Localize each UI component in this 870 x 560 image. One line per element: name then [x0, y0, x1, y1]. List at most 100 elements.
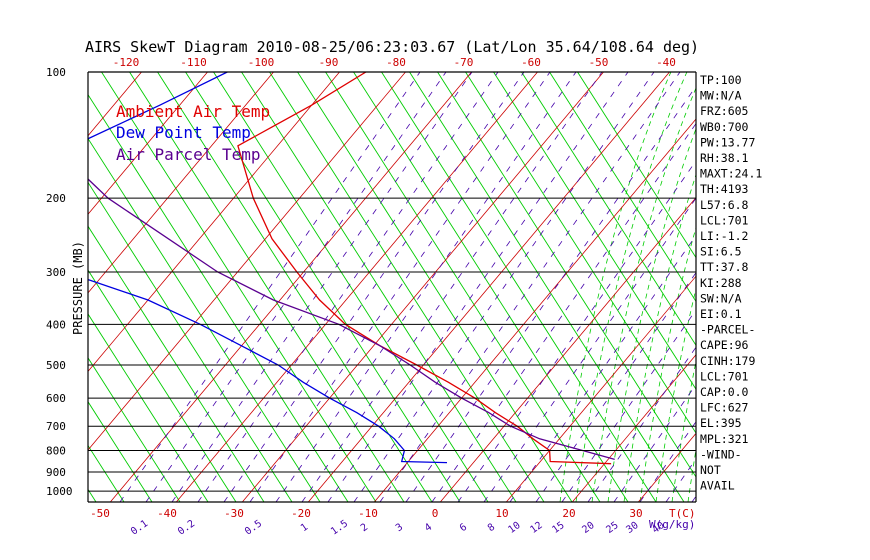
dewpoint-temp-line	[88, 72, 448, 464]
dry-adiabat-line	[100, 72, 377, 502]
mixing-ratio-tick-label: 25	[604, 520, 620, 536]
mixing-ratio-line	[275, 72, 577, 502]
dry-adiabat-line	[268, 72, 545, 502]
mixing-ratio-line	[327, 72, 629, 502]
dry-adiabat-line	[88, 93, 349, 502]
mixing-ratio-tick-label: 2	[359, 522, 370, 534]
bottom-temp-tick-label: -30	[224, 507, 244, 520]
mixing-ratio-tick-label: 0.1	[129, 518, 150, 537]
dry-adiabat-line	[88, 313, 209, 502]
dry-adiabat-line	[324, 72, 601, 502]
isotherm-line	[0, 72, 10, 502]
moist-adiabat-line	[639, 226, 696, 502]
stat-item: LI:-1.2	[700, 229, 748, 243]
mixing-ratio-line	[770, 72, 870, 502]
stat-item: FRZ:605	[700, 104, 748, 118]
chart-title: AIRS SkewT Diagram 2010-08-25/06:23:03.6…	[85, 38, 699, 56]
top-temp-tick-label: -70	[454, 56, 474, 69]
pressure-tick-label: 400	[46, 318, 66, 331]
stat-item: EI:0.1	[700, 307, 742, 321]
mixing-ratio-tick-label: 30	[624, 520, 640, 536]
dry-adiabat-line	[492, 72, 696, 391]
bottom-temp-tick-label: -50	[90, 507, 110, 520]
mixing-ratio-line	[119, 72, 421, 502]
isotherm-line	[176, 72, 538, 502]
isotherm-line	[770, 72, 870, 502]
x-axis-label: T(C)	[669, 507, 696, 520]
dry-adiabat-line	[240, 72, 517, 502]
isotherm-line	[242, 72, 604, 502]
mixing-ratio-line	[171, 72, 473, 502]
stat-item: NOT	[700, 463, 721, 477]
mixing-ratio-line	[431, 122, 696, 502]
stat-item: MW:N/A	[700, 89, 742, 103]
mixing-axis-label: W(g/kg)	[649, 518, 695, 531]
top-temp-tick-label: -40	[656, 56, 676, 69]
mixing-ratio-line	[796, 72, 870, 502]
stat-item: RH:38.1	[700, 151, 749, 165]
isotherm-line	[572, 354, 696, 502]
dry-adiabat-line	[576, 72, 696, 259]
dry-adiabat-line	[88, 400, 153, 502]
stat-item: MPL:321	[700, 432, 749, 446]
isotherm-line	[374, 118, 696, 502]
stat-item: EL:395	[700, 416, 742, 430]
dry-adiabat-line	[0, 32, 40, 502]
stat-item: -PARCEL-	[700, 323, 755, 337]
moist-adiabat-line	[575, 72, 688, 502]
pressure-tick-label: 900	[46, 466, 66, 479]
mixing-ratio-line	[509, 234, 696, 502]
bottom-temp-tick-label: 20	[562, 507, 575, 520]
moist-adiabat-line	[559, 72, 672, 502]
dry-adiabat-line	[520, 72, 696, 347]
isotherm-line	[110, 72, 472, 502]
pressure-tick-label: 800	[46, 445, 66, 458]
stat-item: CAP:0.0	[700, 385, 749, 399]
legend-ambient: Ambient Air Temp	[116, 102, 270, 121]
top-temp-tick-label: -60	[521, 56, 541, 69]
pressure-tick-label: 500	[46, 359, 66, 372]
mixing-ratio-line	[405, 85, 696, 502]
top-temp-tick-label: -50	[589, 56, 609, 69]
legend-dewpoint: Dew Point Temp	[116, 123, 251, 142]
isotherm-line	[88, 72, 208, 215]
top-temp-tick-label: -90	[319, 56, 339, 69]
mixing-ratio-line	[353, 72, 655, 502]
isotherm-line	[308, 72, 670, 502]
stat-item: SI:6.5	[700, 245, 742, 259]
dry-adiabat-line	[88, 357, 181, 502]
mixing-ratio-tick-label: 3	[394, 522, 405, 534]
stat-item: TH:4193	[700, 182, 749, 196]
mixing-ratio-tick-label: 15	[550, 520, 566, 536]
dry-adiabat-line	[436, 72, 696, 478]
mixing-ratio-line	[848, 72, 870, 502]
y-axis-label: PRESSURE (MB)	[71, 241, 85, 335]
dry-adiabat-line	[88, 269, 237, 502]
pressure-tick-label: 600	[46, 392, 66, 405]
top-temp-tick-label: -100	[248, 56, 275, 69]
bottom-temp-tick-label: 30	[629, 507, 642, 520]
bottom-temp-tick-label: 0	[432, 507, 439, 520]
mixing-ratio-line	[197, 72, 499, 502]
isotherm-line	[0, 72, 76, 502]
isotherm-line	[88, 72, 340, 373]
stat-item: LCL:701	[700, 369, 749, 383]
pressure-tick-label: 300	[46, 266, 66, 279]
ambient-temp-line	[237, 72, 612, 465]
mixing-ratio-line	[249, 72, 551, 502]
moist-adiabat-line	[607, 127, 696, 502]
bottom-temp-tick-label: -20	[291, 507, 311, 520]
mixing-ratio-tick-label: 20	[580, 520, 596, 536]
mixing-ratio-line	[301, 72, 603, 502]
mixing-ratio-tick-label: 1.5	[329, 518, 350, 537]
mixing-ratio-tick-label: 10	[506, 520, 522, 536]
top-temp-tick-label: -110	[180, 56, 207, 69]
stat-item: KI:288	[700, 276, 742, 290]
isotherm-line	[506, 275, 696, 502]
mixing-ratio-line	[822, 72, 870, 502]
moist-adiabat-line	[671, 359, 696, 502]
stat-item: TT:37.8	[700, 260, 749, 274]
mixing-ratio-line	[483, 197, 696, 502]
pressure-tick-label: 1000	[46, 485, 73, 498]
